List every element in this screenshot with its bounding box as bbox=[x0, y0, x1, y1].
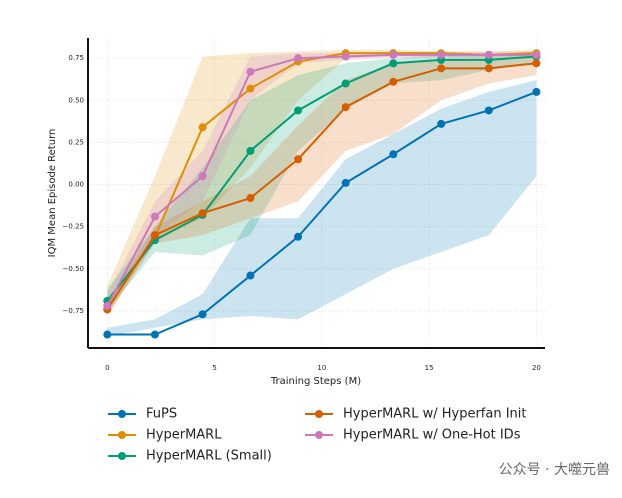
data-point bbox=[246, 84, 255, 93]
data-point bbox=[341, 178, 350, 187]
data-point bbox=[294, 155, 303, 164]
data-point bbox=[198, 123, 207, 132]
data-point bbox=[246, 194, 255, 203]
legend-label: HyperMARL w/ One-Hot IDs bbox=[343, 428, 521, 443]
confidence-band bbox=[107, 80, 537, 337]
legend-marker bbox=[315, 410, 323, 418]
legend-label: HyperMARL w/ Hyperfan Init bbox=[343, 407, 527, 422]
data-point bbox=[246, 67, 255, 76]
data-point bbox=[341, 103, 350, 112]
data-point bbox=[198, 209, 207, 218]
data-point bbox=[389, 59, 398, 68]
x-tick-label: 0 bbox=[105, 364, 109, 372]
y-tick-label: 0.50 bbox=[68, 96, 84, 104]
watermark: 公众号 · 大噬元兽 bbox=[499, 462, 610, 478]
data-point bbox=[437, 50, 446, 59]
legend-marker bbox=[118, 431, 126, 439]
data-point bbox=[246, 146, 255, 155]
data-point bbox=[103, 330, 112, 339]
confidence-band bbox=[107, 51, 537, 311]
data-point bbox=[532, 59, 541, 68]
data-point bbox=[294, 54, 303, 63]
data-point bbox=[341, 79, 350, 88]
data-point bbox=[532, 87, 541, 96]
data-point bbox=[294, 106, 303, 115]
data-point bbox=[437, 64, 446, 73]
series-line bbox=[106, 62, 537, 310]
legend-label: HyperMARL (Small) bbox=[146, 449, 272, 464]
data-point bbox=[484, 50, 493, 59]
data-point bbox=[246, 271, 255, 280]
legend-marker bbox=[118, 452, 126, 460]
data-point bbox=[294, 232, 303, 241]
y-axis-label: IQM Mean Episode Return bbox=[47, 129, 58, 258]
x-tick-label: 5 bbox=[212, 364, 216, 372]
x-tick-label: 10 bbox=[317, 364, 326, 372]
data-point bbox=[150, 231, 159, 240]
series-line bbox=[106, 55, 537, 302]
data-point bbox=[198, 172, 207, 181]
legend-label: HyperMARL bbox=[146, 428, 222, 443]
y-tick-label: −0.75 bbox=[63, 307, 84, 315]
legend-marker bbox=[315, 431, 323, 439]
data-point bbox=[389, 50, 398, 59]
data-point bbox=[532, 50, 541, 59]
x-tick-label: 15 bbox=[425, 364, 434, 372]
y-tick-label: 0.25 bbox=[68, 138, 84, 146]
data-point bbox=[484, 106, 493, 115]
data-point bbox=[389, 150, 398, 159]
x-tick-label: 20 bbox=[532, 364, 541, 372]
y-tick-label: 0.75 bbox=[68, 54, 84, 62]
y-tick-label: −0.25 bbox=[63, 223, 84, 231]
series-line bbox=[106, 53, 537, 307]
data-point bbox=[389, 77, 398, 86]
confidence-band bbox=[107, 56, 537, 316]
data-point bbox=[198, 310, 207, 319]
x-axis-label: Training Steps (M) bbox=[270, 376, 361, 387]
data-point bbox=[150, 330, 159, 339]
y-tick-label: 0.00 bbox=[68, 181, 84, 189]
series-line bbox=[107, 90, 537, 336]
y-tick-label: −0.50 bbox=[63, 265, 84, 273]
data-point bbox=[341, 52, 350, 61]
data-point bbox=[437, 119, 446, 128]
data-point bbox=[484, 64, 493, 73]
data-point bbox=[150, 212, 159, 221]
legend-label: FuPS bbox=[146, 407, 177, 422]
data-point bbox=[103, 301, 112, 310]
legend-marker bbox=[118, 410, 126, 418]
